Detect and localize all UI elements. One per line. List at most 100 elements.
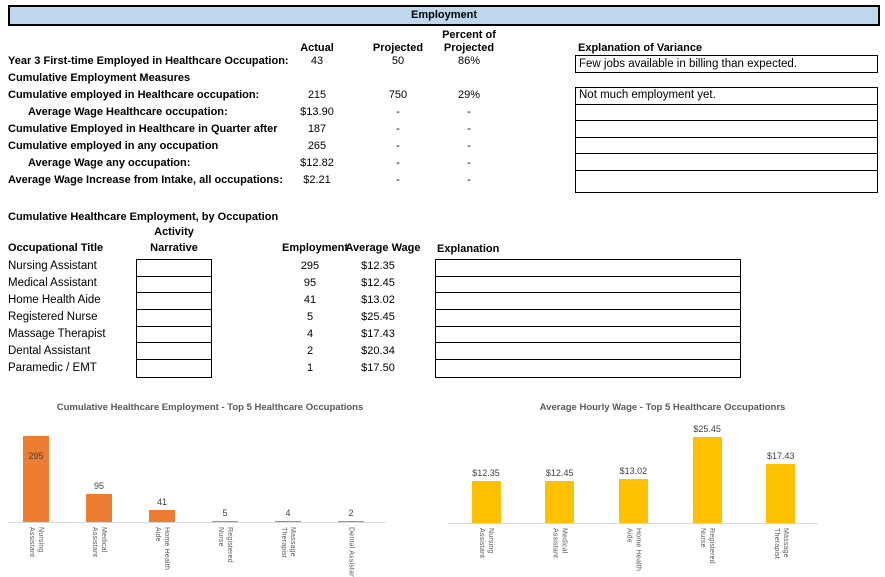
x-axis-line xyxy=(448,523,818,524)
x-axis-category-label: Dental Assistant xyxy=(347,527,356,577)
bar-value-label: 95 xyxy=(93,481,104,492)
explanation-cell[interactable] xyxy=(436,310,740,327)
variance-explanation-cell[interactable] xyxy=(576,154,877,171)
bar-value-label: 5 xyxy=(222,507,228,518)
explanation-cell[interactable] xyxy=(436,343,740,361)
col-header-percent-of-projected: Projected xyxy=(443,42,495,54)
measure-percent-value: - xyxy=(467,106,471,118)
variance-explanation-cell[interactable] xyxy=(576,138,877,155)
activity-narrative-cells xyxy=(136,259,212,378)
narrative-cell[interactable] xyxy=(137,260,211,277)
bar xyxy=(338,521,364,522)
measure-projected-value: - xyxy=(396,106,400,118)
x-axis-category-text: Registered Nurse xyxy=(217,527,233,563)
explanation-cell[interactable] xyxy=(436,277,740,294)
x-axis-line xyxy=(8,522,386,523)
bar-value-label: $12.45 xyxy=(545,467,574,478)
variance-explanation-box-1[interactable]: Few jobs available in billing than expec… xyxy=(575,55,878,73)
measure-projected-value: - xyxy=(396,140,400,152)
col-header-explanation-of-variance: Explanation of Variance xyxy=(578,42,703,54)
occupation-title: Registered Nurse xyxy=(8,311,98,323)
bar xyxy=(275,520,301,522)
measure-row-label: Cumulative Employment Measures xyxy=(8,72,191,84)
narrative-cell[interactable] xyxy=(137,310,211,327)
bar-value-label: $13.02 xyxy=(619,465,648,476)
bar xyxy=(149,510,175,522)
header-activity: Activity xyxy=(154,226,194,238)
narrative-cell[interactable] xyxy=(137,293,211,311)
bar-value-label: 2 xyxy=(348,508,354,519)
occupation-wage-value: $17.43 xyxy=(361,328,395,340)
measure-row-label: Year 3 First-time Employed in Healthcare… xyxy=(8,55,289,67)
measure-actual-value: $2.21 xyxy=(303,174,331,186)
chart-title: Cumulative Healthcare Employment - Top 5… xyxy=(56,402,364,413)
x-axis-category-text: Massage Therapist xyxy=(280,527,296,558)
occupation-wage-value: $17.50 xyxy=(361,362,395,374)
measure-percent-value: 29% xyxy=(457,89,481,101)
bar xyxy=(545,480,575,523)
explanation-cell[interactable] xyxy=(436,360,740,377)
variance-explanation-box-2: Not much employment yet. xyxy=(575,87,878,193)
narrative-cell[interactable] xyxy=(137,277,211,294)
occupation-employment-value: 2 xyxy=(306,345,314,357)
x-axis-category-text: Nursing Assistant xyxy=(478,528,494,559)
narrative-cell[interactable] xyxy=(137,327,211,344)
occupation-title: Dental Assistant xyxy=(8,345,91,357)
measure-projected-value: - xyxy=(396,174,400,186)
measure-actual-value: $13.90 xyxy=(300,106,334,118)
occupation-wage-value: $12.45 xyxy=(361,277,395,289)
x-axis-category-label: Nursing Assistant xyxy=(477,528,495,577)
measure-percent-value: - xyxy=(467,157,471,169)
bar xyxy=(212,520,238,522)
bar-value-label: $17.43 xyxy=(767,450,795,461)
bar-value-label: 41 xyxy=(156,497,167,507)
occupation-wage-value: $20.34 xyxy=(361,345,395,357)
measure-projected-value: - xyxy=(396,123,400,135)
x-axis-category-text: Medical Assistant xyxy=(551,528,568,559)
x-axis-category-text: Home Health Aide xyxy=(154,527,170,571)
measure-percent-value: 86% xyxy=(457,55,481,67)
bar-value-label: $25.45 xyxy=(693,423,721,434)
measure-actual-value: 215 xyxy=(307,89,327,101)
x-axis-category-label: Registered Nurse xyxy=(698,528,716,577)
bar-value-label: $12.35 xyxy=(472,468,500,478)
x-axis-category-text: Medical Assistant xyxy=(91,527,107,558)
occupation-title: Medical Assistant xyxy=(8,277,97,289)
x-axis-category-label: Medical Assistant xyxy=(90,527,108,577)
measure-projected-value: - xyxy=(396,157,400,169)
x-axis-category-label: Registered Nurse xyxy=(216,527,234,577)
occupation-wage-value: $12.35 xyxy=(361,260,395,272)
variance-explanation-cell[interactable]: Not much employment yet. xyxy=(576,88,877,105)
occupation-section-title: Cumulative Healthcare Employment, by Occ… xyxy=(8,211,279,223)
bar xyxy=(618,478,648,523)
narrative-cell[interactable] xyxy=(137,343,211,361)
bar-value-label: 295 xyxy=(28,451,44,461)
measure-percent-value: - xyxy=(467,174,471,186)
measure-percent-value: - xyxy=(467,140,471,152)
occupation-employment-value: 1 xyxy=(306,362,314,374)
variance-explanation-cell[interactable] xyxy=(576,121,877,138)
x-axis-category-text: Massage Therapist xyxy=(772,528,789,559)
chart-title: Average Hourly Wage - Top 5 Healthcare O… xyxy=(539,402,786,413)
explanation-cell[interactable] xyxy=(436,260,740,277)
occupation-title: Massage Therapist xyxy=(8,328,106,340)
variance-explanation-cell[interactable] xyxy=(576,171,877,188)
occupation-wage-value: $13.02 xyxy=(361,294,395,306)
header-average-wage: Average Wage xyxy=(345,242,421,254)
col-header-projected: Projected xyxy=(372,42,424,54)
x-axis-category-label: Massage Therapist xyxy=(279,527,297,577)
x-axis-category-label: Home Health Aide xyxy=(153,527,171,577)
explanation-cell[interactable] xyxy=(436,327,740,344)
occupation-title: Nursing Assistant xyxy=(8,260,97,272)
x-axis-category-label: Medical Assistant xyxy=(551,528,569,577)
measure-row-label: Average Wage any occupation: xyxy=(28,157,191,169)
measure-projected-value: 50 xyxy=(391,55,405,67)
measure-row-label: Cumulative Employed in Healthcare in Qua… xyxy=(8,123,278,135)
occupation-wage-value: $25.45 xyxy=(361,311,395,323)
explanation-cell[interactable] xyxy=(436,293,740,311)
occupation-employment-value: 95 xyxy=(303,277,317,289)
variance-explanation-cell[interactable] xyxy=(576,105,877,122)
occupation-employment-value: 5 xyxy=(306,311,314,323)
narrative-cell[interactable] xyxy=(137,360,211,377)
measure-row-label: Average Wage Increase from Intake, all o… xyxy=(8,174,283,186)
